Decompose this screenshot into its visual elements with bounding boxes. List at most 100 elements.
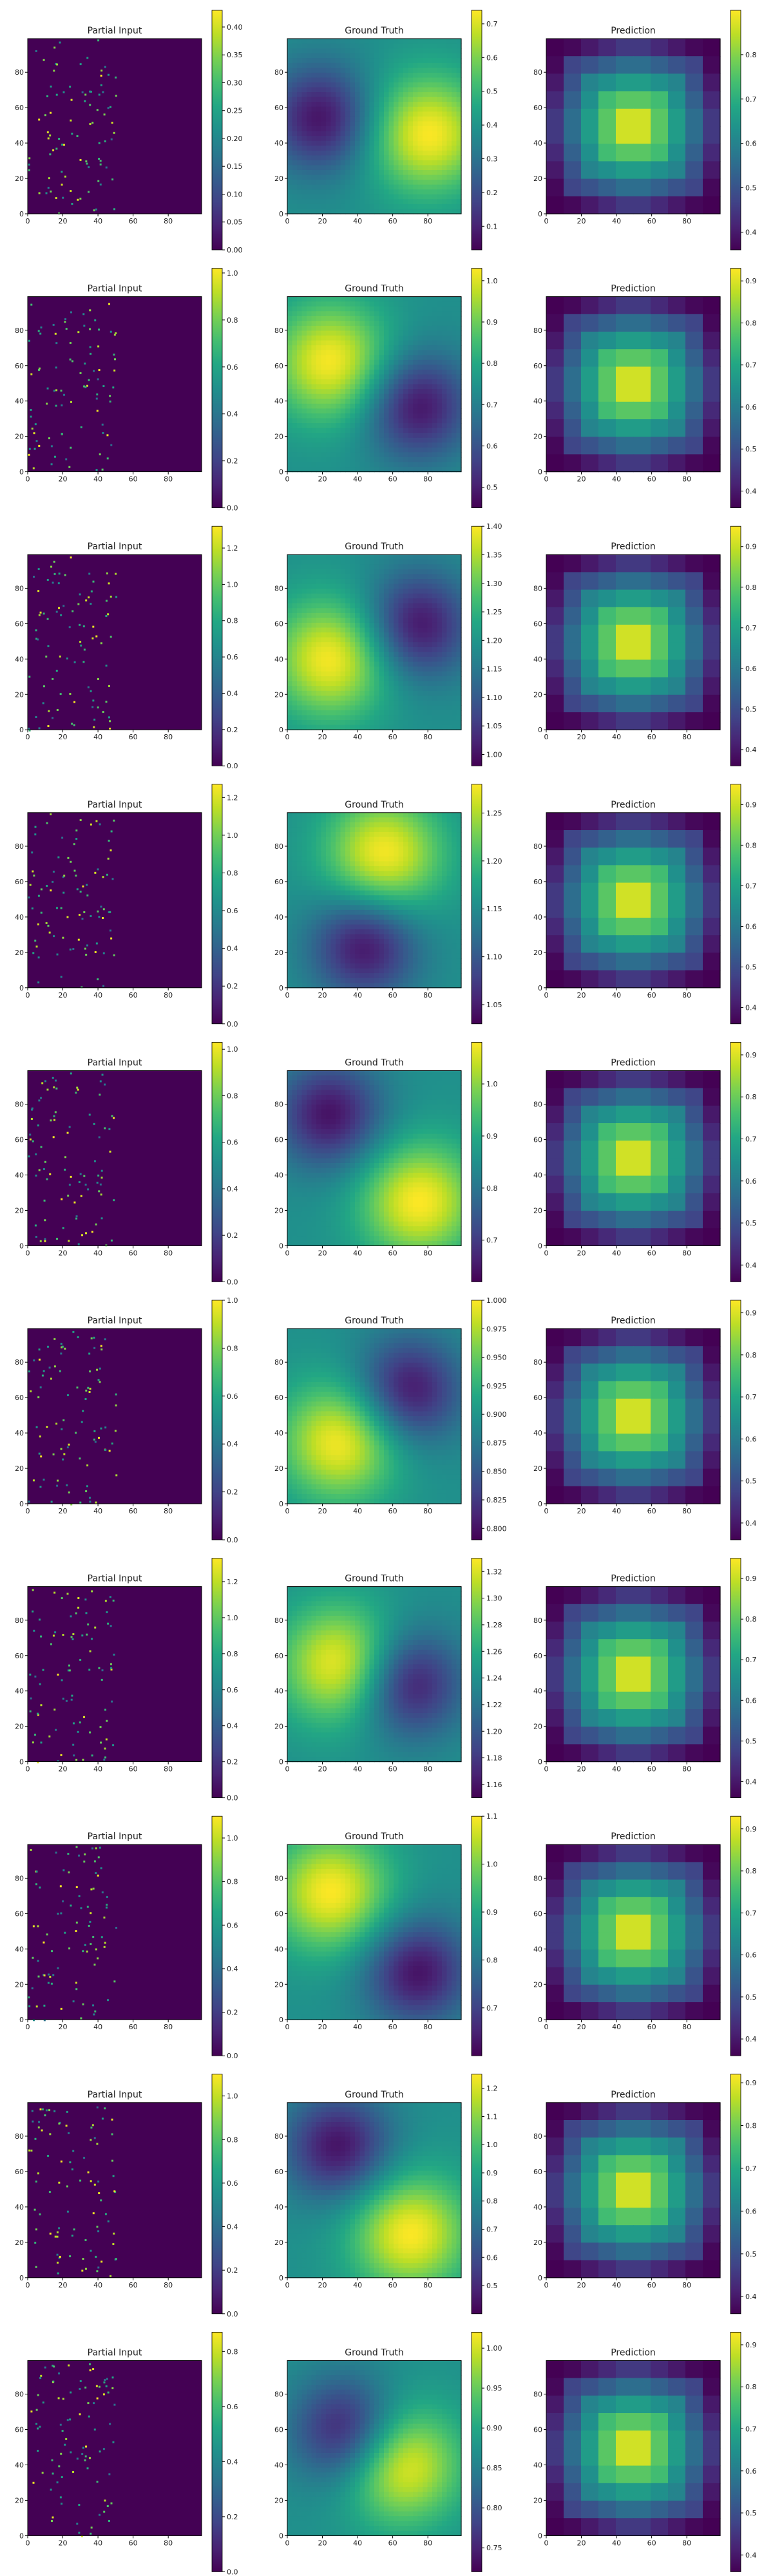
- heatmap-cell: [355, 92, 361, 98]
- heatmap-cell: [446, 131, 452, 137]
- heatmap-cell: [446, 812, 452, 818]
- heatmap-cell: [345, 569, 351, 575]
- colorbar-tick-label: 0.7: [745, 624, 757, 632]
- heatmap-cell: [564, 712, 582, 730]
- heatmap-cell: [398, 642, 404, 648]
- heatmap-cell: [287, 355, 293, 361]
- heatmap-cell: [398, 355, 404, 361]
- heatmap-cell: [355, 564, 361, 570]
- heatmap-cell: [374, 369, 380, 375]
- observed-point: [35, 638, 38, 640]
- heatmap-cell: [359, 598, 365, 604]
- x-tick-label: 80: [164, 733, 173, 741]
- heatmap-cell: [446, 569, 452, 575]
- heatmap-cell: [398, 301, 404, 307]
- heatmap-cell: [427, 146, 433, 151]
- heatmap-cell: [388, 39, 394, 44]
- heatmap-cell: [355, 559, 361, 565]
- heatmap-cell: [287, 627, 293, 633]
- observed-point: [112, 386, 115, 389]
- heatmap-cell: [345, 204, 351, 210]
- y-tick-label: 80: [533, 584, 542, 592]
- heatmap-cell: [292, 671, 298, 677]
- heatmap-cell: [330, 374, 336, 380]
- heatmap-cell: [456, 355, 462, 361]
- heatmap-cell: [388, 632, 394, 638]
- heatmap-cell: [398, 812, 404, 818]
- heatmap-cell: [446, 583, 452, 589]
- observed-point: [34, 833, 37, 836]
- heatmap-cell: [297, 345, 303, 351]
- heatmap-cell: [365, 350, 370, 355]
- heatmap-cell: [345, 97, 351, 102]
- heatmap-cell: [297, 583, 303, 589]
- heatmap-cell: [456, 593, 462, 599]
- heatmap-cell: [685, 607, 703, 625]
- heatmap-cell: [394, 384, 399, 390]
- heatmap-cell: [423, 126, 428, 132]
- heatmap-cell: [316, 121, 322, 127]
- heatmap-cell: [330, 194, 336, 200]
- heatmap-cell: [394, 393, 399, 399]
- heatmap-cell: [340, 345, 346, 351]
- observed-point: [84, 386, 87, 388]
- heatmap-cell: [321, 589, 327, 594]
- heatmap-cell: [398, 97, 404, 102]
- heatmap-cell: [369, 632, 375, 638]
- heatmap-cell: [326, 365, 332, 370]
- heatmap-cell: [330, 68, 336, 73]
- heatmap-cell: [408, 666, 414, 672]
- observed-point: [110, 595, 112, 598]
- heatmap-cell: [330, 583, 336, 589]
- heatmap-cell: [374, 690, 380, 696]
- colorbar-tick-label: 0.9: [486, 318, 498, 327]
- observed-point: [66, 916, 69, 918]
- heatmap-cell: [365, 199, 370, 205]
- heatmap-cell: [369, 647, 375, 652]
- heatmap-cell: [292, 374, 298, 380]
- heatmap-cell: [413, 62, 419, 68]
- heatmap-cell: [456, 690, 462, 696]
- heatmap-cell: [355, 710, 361, 716]
- heatmap-cell: [365, 106, 370, 112]
- heatmap-cell: [307, 379, 312, 385]
- heatmap-cell: [311, 452, 317, 458]
- heatmap-cell: [345, 58, 351, 64]
- observed-point: [67, 857, 70, 859]
- heatmap-cell: [417, 710, 423, 716]
- heatmap-cell: [403, 160, 409, 166]
- heatmap-cell: [442, 58, 448, 64]
- heatmap-cell: [301, 452, 307, 458]
- colorbar-tick-label: 1.35: [486, 551, 502, 559]
- heatmap-cell: [651, 349, 669, 367]
- heatmap-cell: [403, 403, 409, 409]
- observed-point: [59, 41, 61, 44]
- heatmap-cell: [345, 77, 351, 83]
- heatmap-cell: [403, 433, 409, 439]
- observed-point: [38, 614, 41, 616]
- heatmap-cell: [403, 666, 409, 672]
- heatmap-cell: [330, 817, 336, 823]
- heatmap-cell: [546, 384, 564, 402]
- heatmap-cell: [297, 554, 303, 560]
- heatmap-cell: [403, 204, 409, 210]
- heatmap-cell: [456, 700, 462, 706]
- partial-input-panel: Partial Input0020204040606080800.00.20.4…: [15, 526, 238, 770]
- heatmap-cell: [423, 175, 428, 180]
- heatmap-cell: [379, 393, 385, 399]
- heatmap-cell: [301, 102, 307, 108]
- heatmap-cell: [345, 627, 351, 633]
- heatmap-cell: [301, 340, 307, 346]
- heatmap-cell: [427, 676, 433, 682]
- heatmap-cell: [307, 700, 312, 706]
- heatmap-cell: [423, 656, 428, 663]
- heatmap-cell: [379, 39, 385, 44]
- observed-point: [98, 369, 100, 372]
- heatmap-cell: [369, 106, 375, 112]
- heatmap-cell: [350, 637, 356, 643]
- heatmap-cell: [442, 705, 448, 711]
- heatmap-cell: [398, 369, 404, 375]
- heatmap-cell: [350, 705, 356, 711]
- heatmap-cell: [330, 642, 336, 648]
- heatmap-cell: [417, 92, 423, 98]
